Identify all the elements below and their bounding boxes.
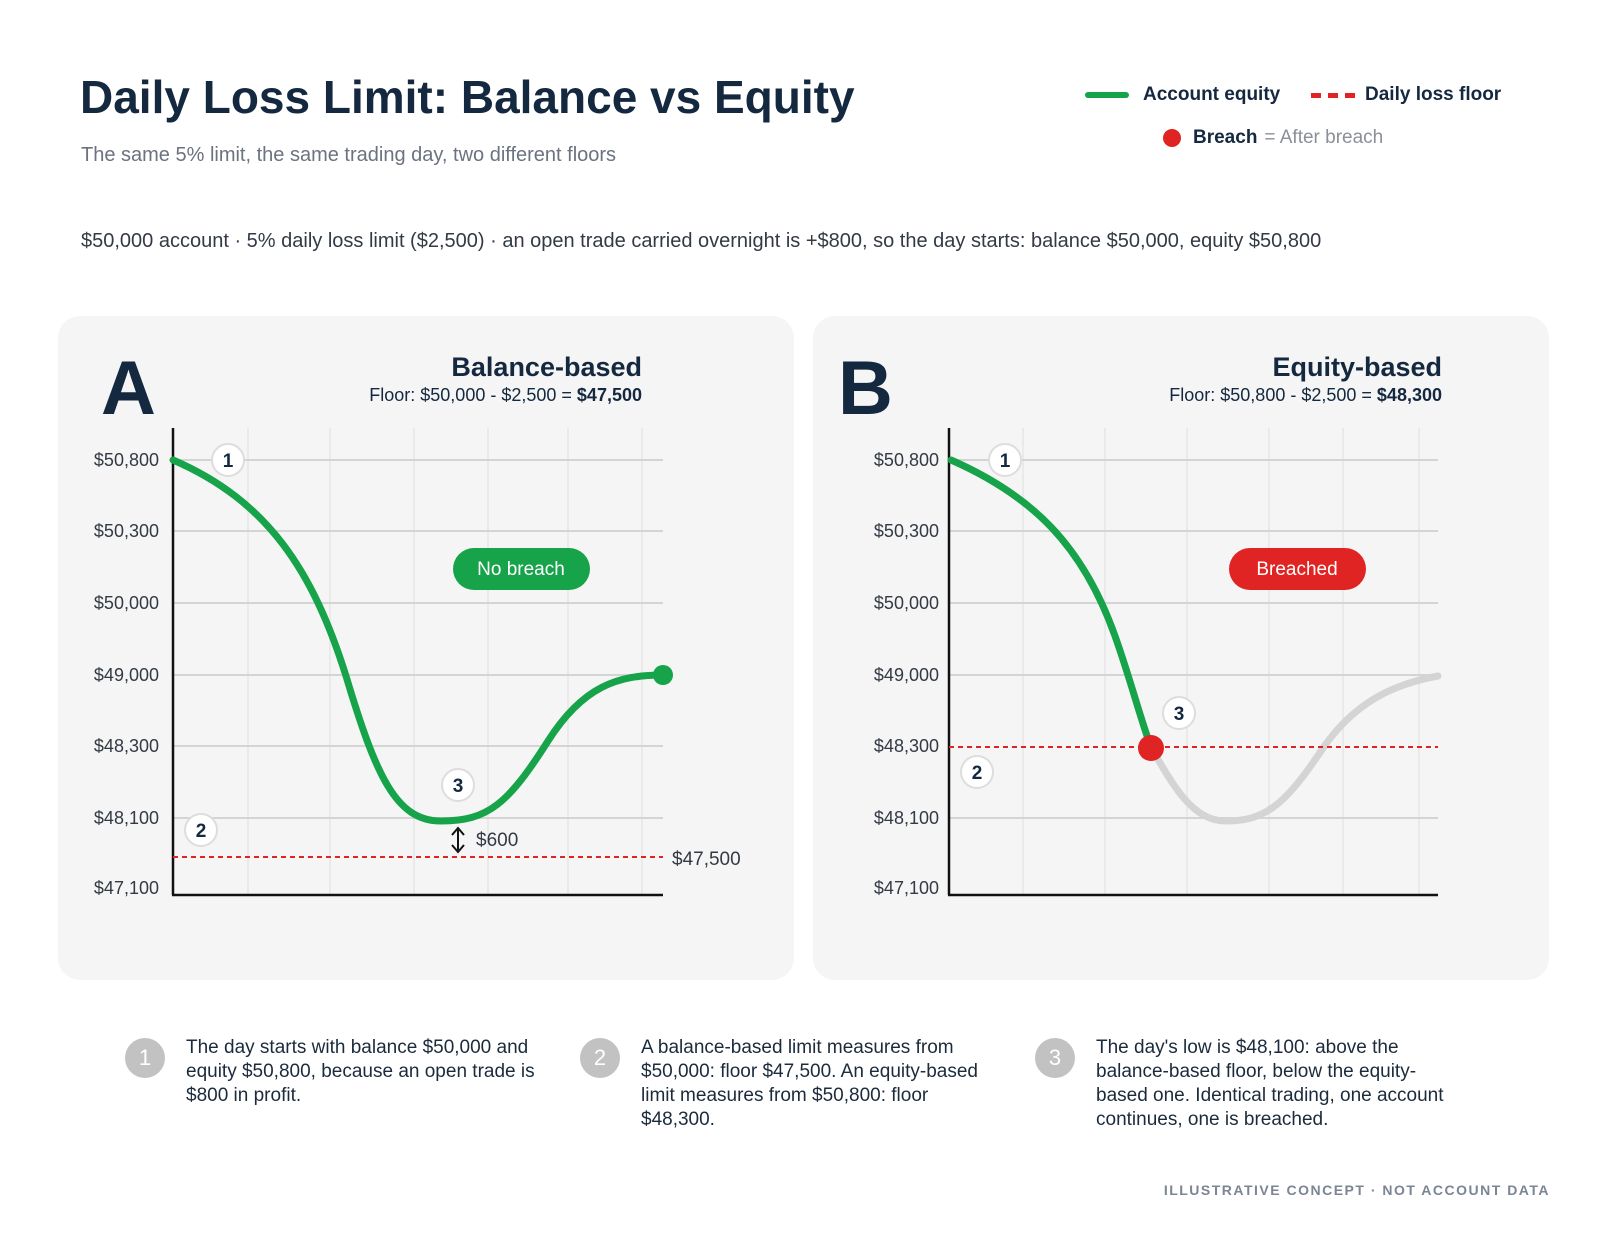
note-item: 2 A balance-based limit measures from $5…	[580, 1036, 1000, 1146]
y-tick-label: $50,000	[874, 593, 939, 613]
breach-dot-swatch	[1163, 129, 1181, 147]
y-tick-label: $50,800	[94, 450, 159, 470]
note-number: 1	[125, 1038, 165, 1078]
explanatory-notes: 1 The day starts with balance $50,000 an…	[125, 1036, 1525, 1146]
y-tick-label: $49,000	[874, 665, 939, 685]
note-number: 3	[1035, 1038, 1075, 1078]
panel-balance-based: A Balance-based Floor: $50,000 - $2,500 …	[58, 316, 794, 980]
y-tick-label: $48,100	[94, 808, 159, 828]
note-text: The day starts with balance $50,000 and …	[186, 1037, 535, 1106]
panel-letter: A	[101, 346, 156, 431]
marker-2: 2	[960, 755, 994, 789]
equity-series-line	[169, 456, 667, 825]
status-badge-label: Breached	[1256, 559, 1337, 580]
marker-3: 3	[441, 768, 475, 802]
panel-equity-based: B Equity-based Floor: $50,800 - $2,500 =…	[813, 316, 1549, 980]
y-tick-label: $48,300	[94, 736, 159, 756]
note-text: A balance-based limit measures from $50,…	[641, 1037, 978, 1130]
gap-label: $600	[476, 830, 518, 851]
legend-equity: Account equity	[1085, 84, 1280, 106]
floor-dash-swatch	[1311, 92, 1355, 98]
note-text: The day's low is $48,100: above the bala…	[1096, 1037, 1444, 1130]
horizontal-gridlines	[173, 459, 663, 819]
horizontal-gridlines	[949, 459, 1438, 819]
status-badge-label: No breach	[477, 559, 565, 580]
equity-line-swatch	[1085, 92, 1129, 98]
y-tick-label: $50,800	[874, 450, 939, 470]
series-end-point	[653, 665, 673, 685]
y-axis-tick-labels: $50,800 $50,300 $50,000 $49,000 $48,300 …	[874, 450, 939, 898]
page-subtitle: The same 5% limit, the same trading day,…	[81, 144, 617, 166]
svg-text:2: 2	[972, 763, 983, 784]
y-tick-label: $50,300	[94, 521, 159, 541]
legend-floor-label: Daily loss floor	[1365, 84, 1502, 105]
note-item: 1 The day starts with balance $50,000 an…	[125, 1036, 545, 1146]
marker-1: 1	[988, 443, 1022, 477]
svg-text:2: 2	[196, 821, 207, 842]
legend-breach-note: = After breach	[1264, 127, 1384, 148]
marker-2: 2	[184, 813, 218, 847]
chart-balance-based: A Balance-based Floor: $50,000 - $2,500 …	[94, 346, 741, 898]
panel-floor-formula: Floor: $50,000 - $2,500 = $47,500	[369, 385, 642, 405]
svg-text:3: 3	[453, 776, 464, 797]
legend-breach-label: Breach	[1193, 127, 1258, 148]
y-axis-tick-labels: $50,800 $50,300 $50,000 $49,000 $48,300 …	[94, 450, 159, 898]
y-tick-label: $48,100	[874, 808, 939, 828]
chart-legend: Account equity Daily loss floor Breach =…	[1085, 84, 1545, 164]
y-tick-label: $47,100	[94, 878, 159, 898]
svg-text:1: 1	[223, 451, 234, 472]
after-breach-series-line	[1147, 672, 1442, 825]
marker-3: 3	[1162, 696, 1196, 730]
panel-letter: B	[838, 346, 893, 431]
panel-floor-formula: Floor: $50,800 - $2,500 = $48,300	[1169, 385, 1442, 405]
footer-disclaimer: ILLUSTRATIVE CONCEPT · NOT ACCOUNT DATA	[1163, 1182, 1550, 1198]
note-item: 3 The day's low is $48,100: above the ba…	[1035, 1036, 1455, 1146]
y-tick-label: $50,300	[874, 521, 939, 541]
status-badge	[1229, 548, 1366, 590]
svg-text:3: 3	[1174, 704, 1185, 725]
chart-equity-based: B Equity-based Floor: $50,800 - $2,500 =…	[838, 346, 1442, 898]
floor-value-label: $47,500	[672, 849, 741, 870]
marker-1: 1	[211, 443, 245, 477]
panel-title: Balance-based	[451, 352, 642, 382]
svg-text:1: 1	[1000, 451, 1011, 472]
equity-series-line	[947, 456, 1155, 751]
y-tick-label: $47,100	[874, 878, 939, 898]
y-tick-label: $50,000	[94, 593, 159, 613]
gap-arrow	[451, 826, 465, 854]
y-tick-label: $49,000	[94, 665, 159, 685]
legend-breach: Breach = After breach	[1163, 127, 1383, 149]
breach-point	[1138, 735, 1164, 761]
vertical-gridlines	[247, 428, 643, 894]
note-number: 2	[580, 1038, 620, 1078]
y-tick-label: $48,300	[874, 736, 939, 756]
panel-title: Equity-based	[1272, 352, 1442, 382]
scenario-context: $50,000 account · 5% daily loss limit ($…	[81, 230, 1322, 252]
status-badge	[453, 548, 590, 590]
page-title: Daily Loss Limit: Balance vs Equity	[80, 71, 855, 123]
legend-equity-label: Account equity	[1143, 84, 1281, 105]
legend-floor: Daily loss floor	[1311, 84, 1501, 106]
